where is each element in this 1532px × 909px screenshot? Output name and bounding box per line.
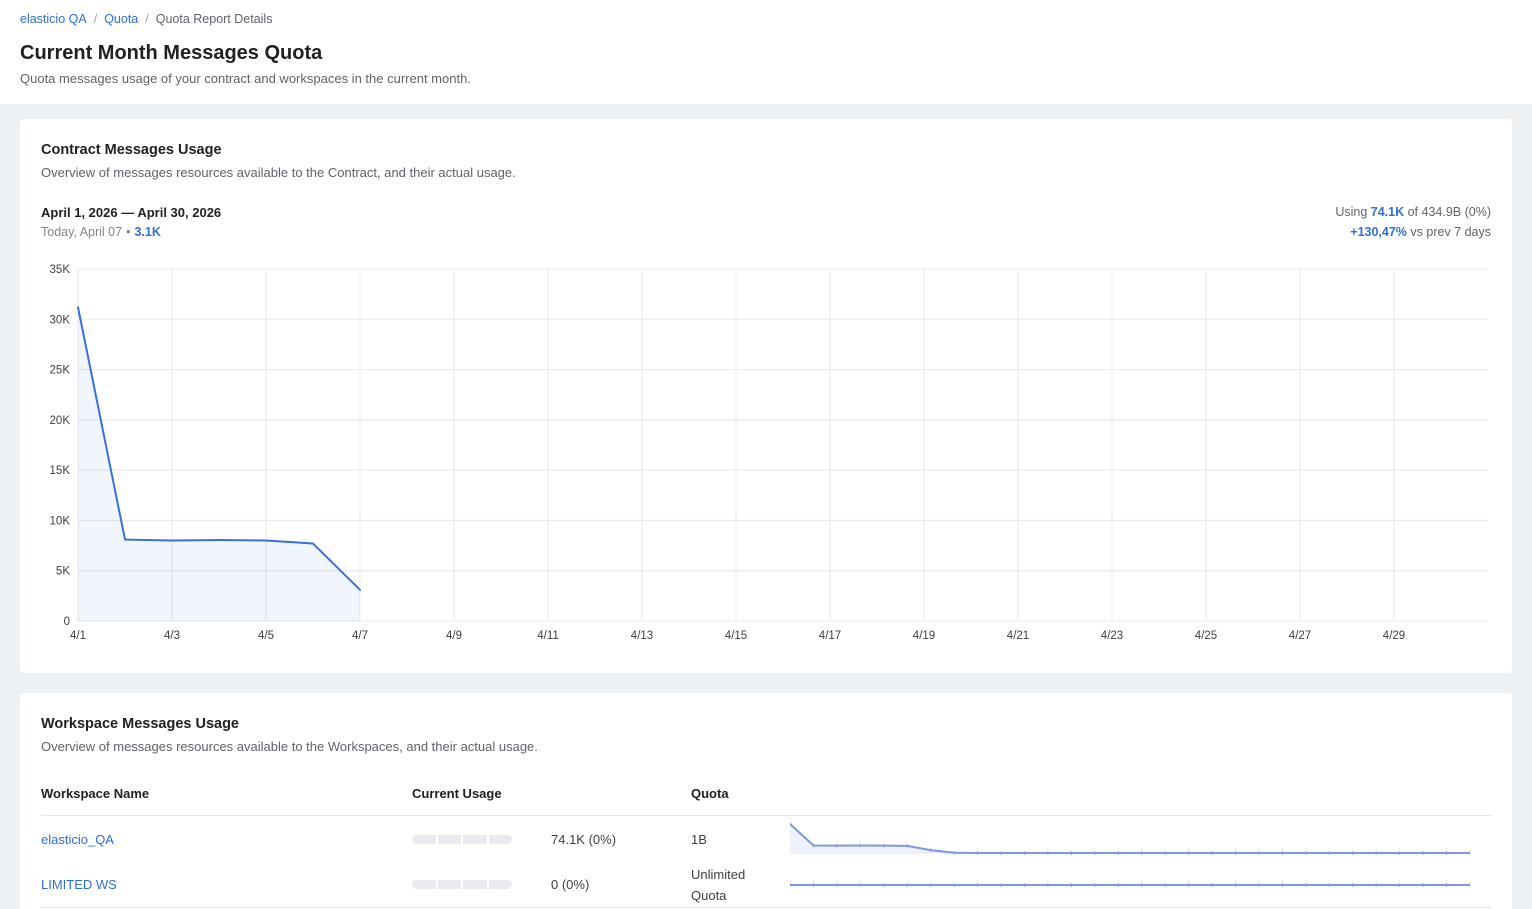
svg-text:4/1: 4/1 <box>70 630 86 642</box>
svg-text:4/29: 4/29 <box>1383 630 1405 642</box>
usage-summary: Using 74.1K of 434.9B (0%) <box>1335 203 1491 222</box>
svg-text:4/11: 4/11 <box>537 630 559 642</box>
usage-summary-block: Using 74.1K of 434.9B (0%) +130,47% vs p… <box>1335 203 1491 242</box>
workspace-card-description: Overview of messages resources available… <box>41 739 538 754</box>
svg-text:4/3: 4/3 <box>164 630 180 642</box>
table-row: LIMITED WS 0 (0%) Unlimited Quota <box>41 862 1491 908</box>
usage-chart-svg: 0 5K 10K 15K 20K 25K 30K 35K 4/1 4/3 4/5 4/7 4/9 4/11… <box>50 264 1488 642</box>
svg-text:4/7: 4/7 <box>352 630 368 642</box>
contract-card-description: Overview of messages resources available… <box>41 165 516 180</box>
svg-text:4/27: 4/27 <box>1289 630 1311 642</box>
page-header: elasticio QA / Quota / Quota Report Details … <box>0 0 1532 104</box>
usage-progress-bar <box>412 834 512 844</box>
breadcrumb: elasticio QA / Quota / Quota Report Details <box>20 11 1512 27</box>
breadcrumb-separator: / <box>93 12 98 26</box>
col-header-sparkline <box>790 786 1491 802</box>
col-header-workspace-name: Workspace Name <box>41 786 150 801</box>
usage-sparkline <box>790 866 1491 904</box>
svg-text:4/21: 4/21 <box>1007 630 1029 642</box>
svg-text:4/19: 4/19 <box>913 630 935 642</box>
svg-text:4/23: 4/23 <box>1101 630 1123 642</box>
workspace-link[interactable]: elasticio_QA <box>41 831 114 847</box>
contract-usage-chart: 0 5K 10K 15K 20K 25K 30K 35K 4/1 4/3 4/5 4/7 4/9 4/11… <box>41 263 1491 645</box>
trend-suffix: vs prev 7 days <box>1410 225 1491 239</box>
workspace-table: Workspace Name Current Usage Quota elast… <box>41 786 1491 908</box>
svg-text:30K: 30K <box>50 314 71 326</box>
svg-text:4/5: 4/5 <box>258 630 274 642</box>
usage-value: 74.1K <box>1370 205 1405 219</box>
today-value: 3.1K <box>134 225 161 239</box>
quota-cell-value: Unlimited Quota <box>691 866 746 903</box>
breadcrumb-current: Quota Report Details <box>155 12 273 26</box>
svg-text:4/13: 4/13 <box>631 630 653 642</box>
breadcrumb-separator: / <box>145 12 149 26</box>
usage-cell-value: 74.1K (0%) <box>551 831 617 847</box>
svg-text:4/15: 4/15 <box>725 630 747 642</box>
workspace-link[interactable]: LIMITED WS <box>41 877 117 892</box>
svg-text:10K: 10K <box>50 515 71 527</box>
svg-text:20K: 20K <box>50 415 71 427</box>
col-header-current-usage: Current Usage <box>412 786 502 801</box>
trend-summary: +130,47% vs prev 7 days <box>1335 223 1491 242</box>
svg-text:25K: 25K <box>50 365 71 377</box>
today-label: Today, April 07 <box>41 225 123 239</box>
usage-sparkline <box>790 820 1491 858</box>
svg-text:15K: 15K <box>50 465 71 477</box>
usage-prefix: Using <box>1335 205 1368 219</box>
today-usage: Today, April 07 • 3.1K <box>41 223 221 242</box>
sparkline-svg <box>790 882 1470 887</box>
table-row: elasticio_QA 74.1K (0%) 1B <box>41 816 1491 862</box>
bullet-separator: • <box>126 225 131 239</box>
breadcrumb-link-contract[interactable]: elasticio QA <box>20 12 87 26</box>
svg-text:35K: 35K <box>50 264 71 276</box>
svg-text:4/17: 4/17 <box>819 630 841 642</box>
table-header-row: Workspace Name Current Usage Quota <box>41 786 1491 816</box>
workspace-card-title: Workspace Messages Usage <box>41 716 240 732</box>
usage-progress-bar <box>412 880 512 889</box>
page-title: Current Month Messages Quota <box>20 42 323 64</box>
usage-suffix: of 434.9B (0%) <box>1407 205 1491 219</box>
date-range: April 1, 2026 — April 30, 2026 <box>41 205 222 220</box>
contract-card-title: Contract Messages Usage <box>41 142 222 158</box>
sparkline-svg <box>790 822 1470 855</box>
quota-cell-value: 1B <box>691 831 707 847</box>
page-subtitle: Quota messages usage of your contract an… <box>20 71 471 86</box>
breadcrumb-link-quota[interactable]: Quota <box>104 12 139 26</box>
contract-stats-row: April 1, 2026 — April 30, 2026 Today, Ap… <box>41 203 1491 242</box>
svg-text:5K: 5K <box>56 566 70 578</box>
date-range-block: April 1, 2026 — April 30, 2026 Today, Ap… <box>41 203 221 242</box>
usage-cell-value: 0 (0%) <box>551 877 590 892</box>
trend-value: +130,47% <box>1350 225 1407 239</box>
svg-text:4/25: 4/25 <box>1195 630 1217 642</box>
workspace-usage-card: Workspace Messages Usage Overview of mes… <box>20 693 1512 909</box>
contract-usage-card: Contract Messages Usage Overview of mess… <box>20 119 1512 673</box>
svg-text:4/9: 4/9 <box>446 630 462 642</box>
col-header-quota: Quota <box>691 786 729 801</box>
svg-text:0: 0 <box>64 616 70 628</box>
